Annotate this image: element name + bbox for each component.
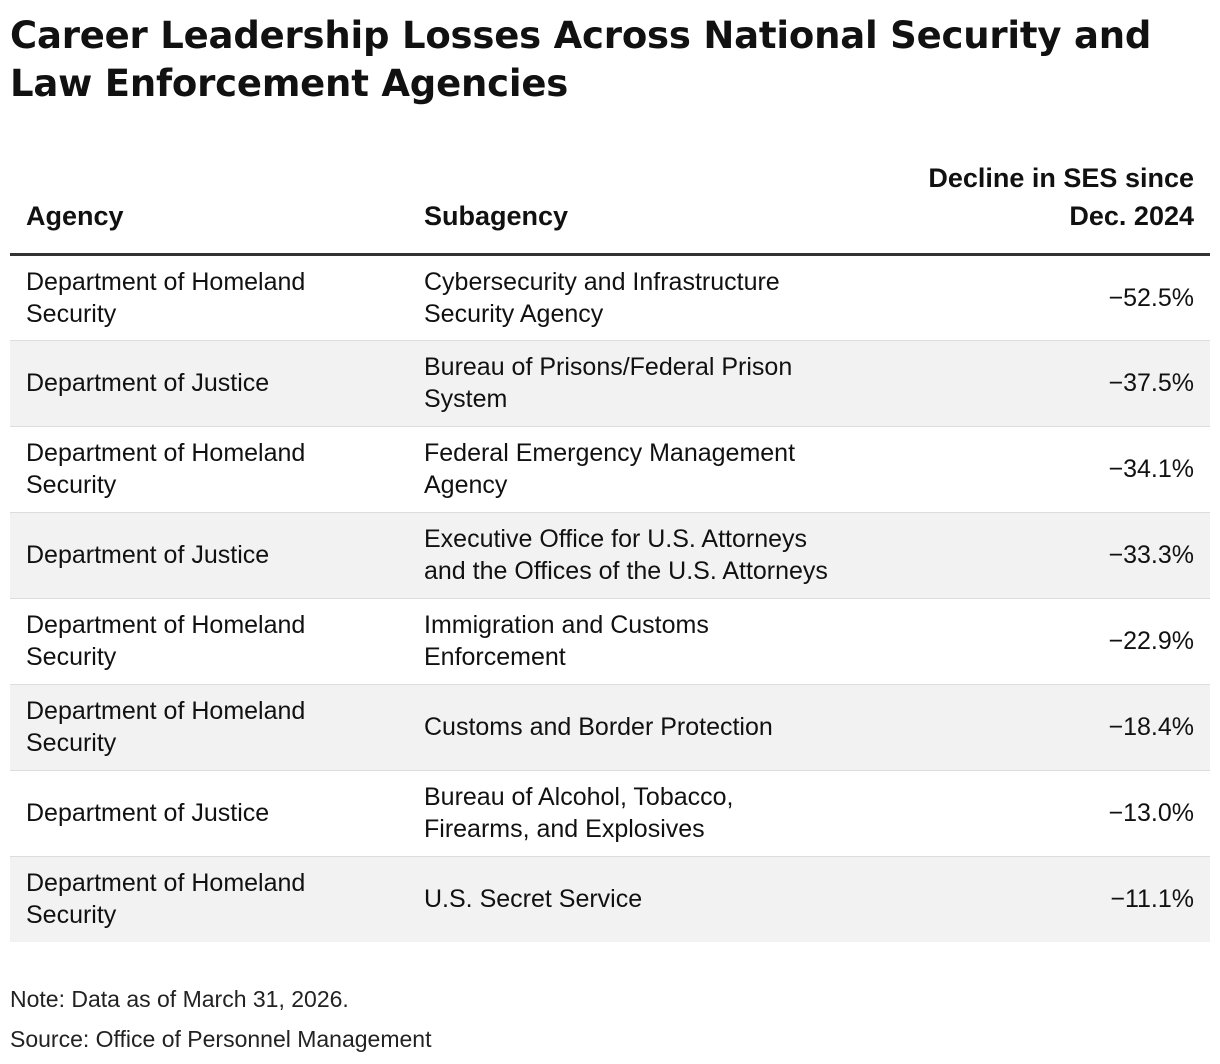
- subagency-cell: Federal Emergency Management Agency: [408, 426, 878, 513]
- subagency-cell: Bureau of Prisons/Federal Prison System: [408, 340, 878, 427]
- agency-cell: Department of Homeland Security: [10, 598, 408, 685]
- chart-note: Note: Data as of March 31, 2026.: [10, 986, 349, 1012]
- agency-cell: Department of Homeland Security: [10, 684, 408, 771]
- table-header-row: Agency Subagency Decline in SES since De…: [10, 150, 1210, 256]
- chart-title: Career Leadership Losses Across National…: [10, 14, 1152, 105]
- subagency-cell: Bureau of Alcohol, Tobacco, Firearms, an…: [408, 770, 878, 857]
- subagency-cell: U.S. Secret Service: [408, 856, 878, 942]
- decline-value-cell: −13.0%: [878, 770, 1210, 857]
- subagency-cell: Immigration and Customs Enforcement: [408, 598, 878, 685]
- decline-value-cell: −37.5%: [878, 340, 1210, 427]
- decline-value-cell: −52.5%: [878, 254, 1210, 341]
- column-header-agency: Agency: [10, 150, 408, 256]
- table-row: Department of Homeland Security Immigrati…: [10, 598, 1210, 685]
- decline-value-cell: −18.4%: [878, 684, 1210, 771]
- agency-cell: Department of Homeland Security: [10, 254, 408, 341]
- column-header-subagency: Subagency: [408, 150, 878, 256]
- table-row: Department of Homeland Security U.S. Secr…: [10, 856, 1210, 942]
- data-table: Agency Subagency Decline in SES since De…: [10, 150, 1210, 942]
- subagency-cell: Cybersecurity and Infrastructure Securit…: [408, 254, 878, 341]
- chart-source: Source: Office of Personnel Management: [10, 1026, 432, 1052]
- agency-cell: Department of Homeland Security: [10, 426, 408, 513]
- decline-value-cell: −11.1%: [878, 856, 1210, 942]
- table-row: Department of Justice Executive Office fo…: [10, 512, 1210, 599]
- agency-cell: Department of Justice: [10, 340, 408, 427]
- subagency-cell: Customs and Border Protection: [408, 684, 878, 771]
- subagency-cell: Executive Office for U.S. Attorneys and …: [408, 512, 878, 599]
- table-row: Department of Homeland Security Cybersecu…: [10, 254, 1210, 341]
- column-header-decline: Decline in SES since Dec. 2024: [878, 150, 1210, 256]
- agency-cell: Department of Justice: [10, 512, 408, 599]
- agency-cell: Department of Justice: [10, 770, 408, 857]
- table-row: Department of Justice Bureau of Alcohol, …: [10, 770, 1210, 857]
- decline-value-cell: −33.3%: [878, 512, 1210, 599]
- agency-cell: Department of Homeland Security: [10, 856, 408, 942]
- table-row: Department of Homeland Security Federal E…: [10, 426, 1210, 513]
- decline-value-cell: −22.9%: [878, 598, 1210, 685]
- table-body: Department of Homeland Security Cybersecu…: [10, 254, 1210, 942]
- table-row: Department of Homeland Security Customs a…: [10, 684, 1210, 771]
- table-row: Department of Justice Bureau of Prisons/F…: [10, 340, 1210, 427]
- decline-value-cell: −34.1%: [878, 426, 1210, 513]
